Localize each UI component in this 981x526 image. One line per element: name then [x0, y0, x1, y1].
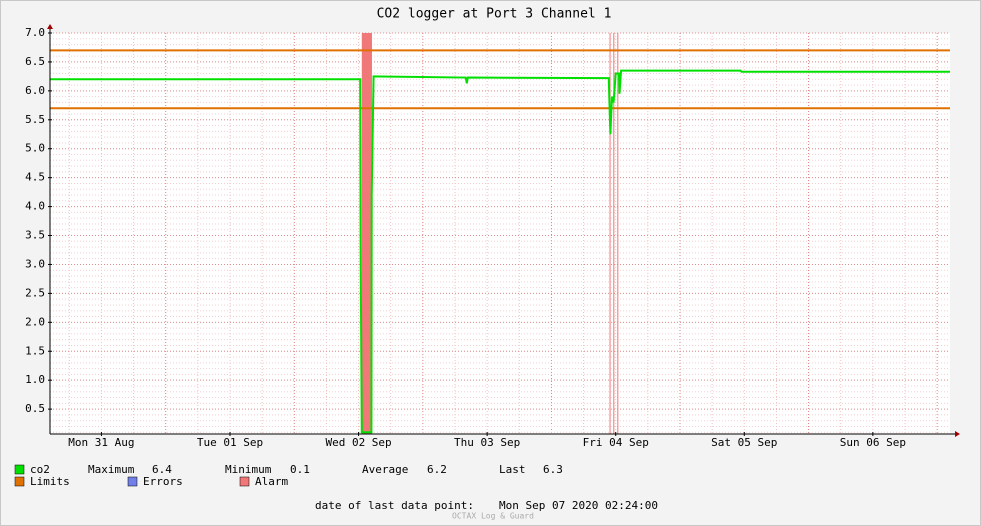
footer-value: Mon Sep 07 2020 02:24:00 [499, 499, 658, 512]
y-tick-label: 1.5 [25, 344, 45, 357]
x-tick-label: Mon 31 Aug [68, 436, 134, 449]
stat-label: Last [499, 463, 526, 476]
y-tick-label: 2.5 [25, 286, 45, 299]
legend-swatch [239, 476, 250, 487]
x-arrow [955, 431, 960, 437]
chart-title: CO2 logger at Port 3 Channel 1 [377, 7, 612, 22]
x-tick-label: Tue 01 Sep [197, 436, 263, 449]
y-arrow [47, 24, 53, 29]
y-tick-label: 0.5 [25, 402, 45, 415]
y-tick-label: 6.5 [25, 55, 45, 68]
footer-label: date of last data point: [315, 499, 474, 512]
y-tick-label: 4.0 [25, 200, 45, 213]
y-tick-label: 3.5 [25, 229, 45, 242]
legend-swatch [14, 476, 25, 487]
legend-label: co2 [30, 463, 50, 476]
legend-label: Limits [30, 475, 70, 488]
stat-value: 6.2 [427, 463, 447, 476]
y-tick-label: 4.5 [25, 171, 45, 184]
series-line [50, 69, 950, 434]
stat-label: Minimum [225, 463, 272, 476]
stat-label: Maximum [88, 463, 135, 476]
axes: 0.5 1.0 1.5 2.0 2.5 3.0 3.5 4.0 4.5 5.0 5.5 6.0 6.5 7… [25, 24, 960, 449]
plot-area [50, 33, 950, 434]
stat-value: 6.3 [543, 463, 563, 476]
alarm-period [361, 33, 372, 434]
y-tick-label: 2.0 [25, 315, 45, 328]
x-tick-label: Fri 04 Sep [583, 436, 649, 449]
y-tick-label: 5.5 [25, 113, 45, 126]
watermark: OCTAX Log & Guard [452, 512, 534, 521]
legend-label: Alarm [255, 475, 288, 488]
x-tick-label: Sun 06 Sep [840, 436, 906, 449]
x-tick-label: Thu 03 Sep [454, 436, 520, 449]
alarm-period [613, 33, 615, 434]
legend-label: Errors [143, 475, 183, 488]
y-tick-label: 3.0 [25, 257, 45, 270]
y-tick-label: 7.0 [25, 26, 45, 39]
alarm-period [609, 33, 611, 434]
stat-value: 6.4 [152, 463, 172, 476]
stat-value: 0.1 [290, 463, 310, 476]
y-tick-label: 6.0 [25, 84, 45, 97]
alarm-period [617, 33, 619, 434]
legend-swatch [127, 476, 138, 487]
stat-label: Average [362, 463, 408, 476]
x-tick-label: Wed 02 Sep [325, 436, 391, 449]
legend-swatch [14, 464, 25, 475]
y-tick-label: 1.0 [25, 373, 45, 386]
legend: co2 Maximum 6.4 Minimum 0.1 Average 6.2 Last 6.3… [14, 463, 563, 488]
x-tick-label: Sat 05 Sep [711, 436, 777, 449]
marks [50, 33, 950, 434]
y-tick-label: 5.0 [25, 142, 45, 155]
grid [50, 32, 950, 434]
